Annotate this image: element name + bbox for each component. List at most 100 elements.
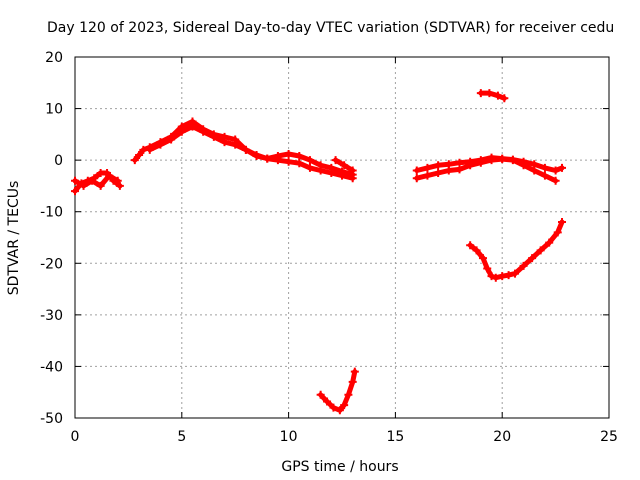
data-point — [528, 254, 537, 263]
y-tick-label: 0 — [54, 153, 63, 169]
data-point — [478, 254, 487, 263]
data-point — [348, 174, 357, 183]
series-track-g — [412, 155, 560, 185]
data-point — [145, 145, 154, 154]
data-point — [485, 89, 494, 98]
x-axis-label: GPS time / hours — [281, 459, 398, 475]
series-track-h — [476, 89, 509, 103]
x-tick-label: 20 — [493, 429, 511, 445]
x-tick-label: 0 — [71, 429, 80, 445]
x-tick-label: 10 — [280, 429, 298, 445]
data-point — [71, 187, 79, 196]
data-point — [305, 156, 314, 165]
series-line — [318, 369, 358, 413]
data-point — [412, 166, 421, 175]
data-point — [558, 163, 567, 172]
data-point — [504, 271, 513, 280]
y-axis-ticks: -50 -40 -30 -20 -10 0 10 20 — [40, 50, 609, 427]
data-point — [316, 390, 325, 399]
data-point — [263, 154, 272, 163]
data-point — [220, 138, 229, 147]
data-point — [455, 158, 464, 167]
data-point — [551, 166, 560, 175]
chart-title: Day 120 of 2023, Sidereal Day-to-day VTE… — [47, 20, 614, 36]
data-point — [295, 152, 304, 161]
data-point — [135, 150, 144, 159]
series-track-j — [316, 367, 359, 415]
data-point — [508, 156, 517, 165]
x-tick-label: 5 — [177, 429, 186, 445]
data-point — [329, 403, 338, 412]
x-tick-label: 15 — [386, 429, 404, 445]
data-point — [167, 135, 176, 144]
data-point — [273, 156, 282, 165]
data-point — [344, 390, 353, 399]
data-point — [540, 163, 549, 172]
data-point — [79, 181, 88, 190]
series-track-b — [71, 171, 122, 190]
data-point — [284, 157, 293, 166]
data-point — [519, 261, 528, 270]
data-point — [130, 156, 139, 165]
data-point — [71, 176, 79, 185]
data-point — [536, 246, 545, 255]
data-point — [558, 218, 567, 227]
data-point — [472, 246, 481, 255]
data-point — [115, 181, 124, 190]
data-point — [487, 156, 496, 165]
data-point — [295, 159, 304, 168]
data-point — [455, 165, 464, 174]
data-point — [156, 140, 165, 149]
data-point — [540, 171, 549, 180]
data-point — [209, 132, 218, 141]
axes — [74, 56, 610, 419]
data-point — [423, 163, 432, 172]
data-point — [305, 163, 314, 172]
data-point — [498, 272, 507, 281]
data-point — [338, 171, 346, 180]
y-tick-label: -30 — [40, 308, 63, 324]
data-point — [348, 377, 357, 386]
data-point — [323, 397, 332, 406]
data-point — [113, 176, 122, 185]
y-tick-label: -40 — [40, 359, 63, 375]
y-axis-label: SDTVAR / TECUs — [6, 181, 22, 296]
data-point — [530, 166, 539, 175]
data-point — [327, 169, 336, 178]
data-point — [500, 94, 509, 103]
data-point — [493, 91, 502, 100]
series-track-d — [145, 122, 357, 183]
data-point — [545, 238, 554, 247]
data-point — [177, 127, 186, 136]
data-point — [476, 89, 485, 98]
data-point — [444, 166, 453, 175]
data-point — [316, 166, 325, 175]
data-point — [199, 127, 208, 136]
data-point — [252, 152, 261, 161]
y-tick-label: -10 — [40, 205, 63, 221]
data-point — [96, 181, 105, 190]
y-tick-label: 10 — [45, 102, 63, 118]
data-point — [553, 228, 562, 237]
data-point — [231, 140, 240, 149]
x-axis-ticks: 0 5 10 15 20 25 — [71, 57, 618, 445]
data-point — [476, 158, 485, 167]
data-point — [335, 406, 344, 415]
series-line — [478, 90, 507, 101]
data-point — [483, 264, 492, 273]
data-point — [551, 176, 560, 185]
data-point — [188, 122, 197, 131]
data-point — [466, 241, 475, 250]
data-point — [487, 272, 496, 281]
data-point — [340, 401, 349, 410]
data-point — [434, 161, 443, 170]
data-point — [466, 161, 475, 170]
data-point — [340, 161, 349, 170]
data-point — [412, 174, 421, 183]
data-point — [423, 171, 432, 180]
data-point — [511, 269, 520, 278]
y-tick-label: -20 — [40, 256, 63, 272]
data-point — [498, 155, 507, 164]
series-track-e — [331, 156, 357, 175]
